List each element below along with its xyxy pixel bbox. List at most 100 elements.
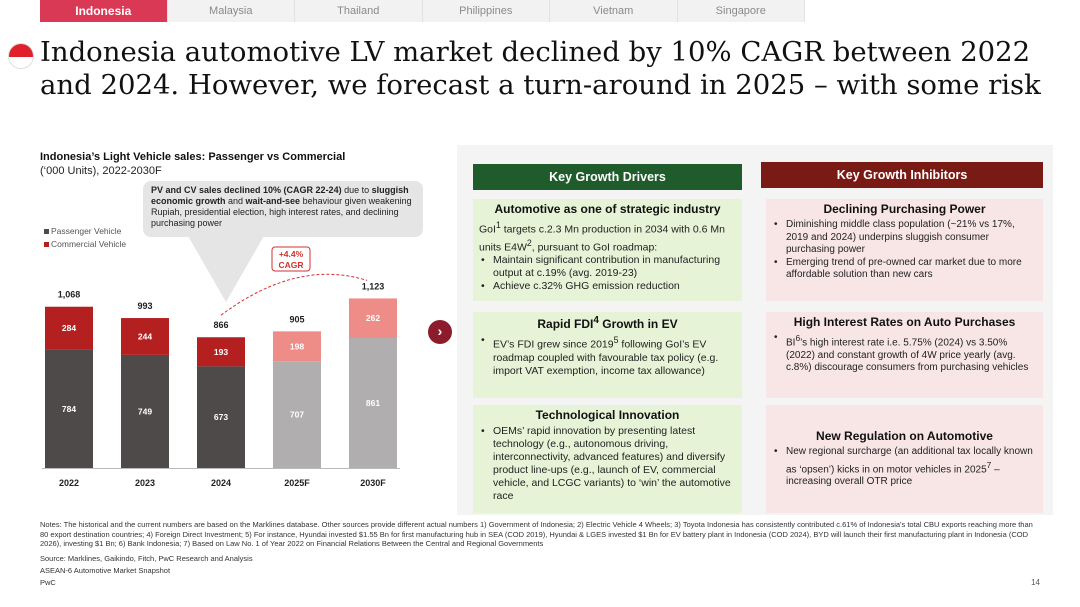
- fdi-bullet-sup: 5: [613, 335, 619, 345]
- country-tabs: Indonesia Malaysia Thailand Philippines …: [40, 0, 805, 22]
- legend-commercial-label: Commercial Vehicle: [51, 239, 127, 249]
- inhibitor-purchasing-bullet: Diminishing middle class population (~21…: [772, 219, 1037, 257]
- inhibitor-purchasing-title: Declining Purchasing Power: [823, 202, 986, 216]
- tick-label-2023: 2023: [135, 478, 155, 488]
- cagr-label: CAGR: [278, 260, 303, 270]
- label-passenger-2023: 749: [138, 406, 152, 416]
- strategic-sup-b: 2: [526, 237, 532, 248]
- indonesia-flag-icon: [8, 43, 34, 69]
- inhibitor-purchasing-box: Declining Purchasing Power Diminishing m…: [766, 199, 1043, 301]
- legend-commercial: Commercial Vehicle: [44, 238, 126, 251]
- label-passenger-2022: 784: [62, 404, 76, 414]
- legend-passenger-label: Passenger Vehicle: [51, 226, 122, 236]
- footnotes: Notes: The historical and the current nu…: [40, 520, 1033, 548]
- driver-strategic-bullet: Achieve c.32% GHG emission reduction: [479, 280, 736, 293]
- tab-philippines[interactable]: Philippines: [422, 0, 550, 22]
- tick-label-2024: 2024: [211, 478, 231, 488]
- driver-tech-box: Technological Innovation OEMs’ rapid inn…: [473, 405, 742, 513]
- callout-rest: behaviour given weakening Rupiah, presid…: [151, 196, 412, 228]
- driver-strategic-box: Automotive as one of strategic industry …: [473, 199, 742, 301]
- tick-label-2030F: 2030F: [360, 478, 386, 488]
- label-commercial-2023: 244: [138, 331, 152, 341]
- label-total-2025F: 905: [289, 314, 304, 324]
- label-commercial-2030F: 262: [366, 313, 380, 323]
- inhibitor-regulation-box: New Regulation on Automotive New regiona…: [766, 405, 1043, 513]
- regulation-bullet-b: – increasing overall OTR price: [786, 463, 1000, 488]
- inhibitor-rates-bullet: BI6’s high interest rate i.e. 5.75% (202…: [772, 332, 1037, 375]
- inhibitor-rates-box: High Interest Rates on Auto Purchases BI…: [766, 312, 1043, 398]
- inhibitors-header: Key Growth Inhibitors: [761, 162, 1043, 188]
- drivers-header: Key Growth Drivers: [473, 164, 742, 190]
- document-title: ASEAN-6 Automotive Market Snapshot: [40, 566, 171, 575]
- bar-passenger-2024: [197, 366, 245, 468]
- tab-indonesia[interactable]: Indonesia: [40, 0, 168, 22]
- driver-fdi-box: Rapid FDI4 Growth in EV EV’s FDI grew si…: [473, 312, 742, 398]
- fdi-title-a: Rapid FDI: [537, 317, 594, 331]
- fdi-bullet-b: following GoI’s EV roadmap coupled with …: [493, 338, 719, 377]
- bar-commercial-2022: [45, 306, 93, 350]
- inhibitor-regulation-title: New Regulation on Automotive: [816, 429, 993, 443]
- fdi-title-b: Growth in EV: [598, 317, 678, 331]
- label-total-2030F: 1,123: [362, 281, 385, 291]
- chart-legend: Passenger Vehicle Commercial Vehicle: [44, 225, 126, 251]
- chart-subtitle: (‘000 Units), 2022-2030F: [40, 165, 162, 177]
- strategic-text-c: , pursuant to GoI roadmap:: [531, 241, 658, 253]
- bar-passenger-2023: [121, 354, 169, 468]
- tick-label-2025F: 2025F: [284, 478, 310, 488]
- bar-passenger-2025F: [273, 361, 321, 468]
- callout-bold2: sluggish economic growth: [151, 185, 409, 206]
- chart-title: Indonesia’s Light Vehicle sales: Passeng…: [40, 151, 346, 163]
- inhibitor-regulation-bullet: New regional surcharge (an additional ta…: [772, 446, 1037, 489]
- page-number: 14: [1031, 578, 1040, 587]
- brand-label: PwC: [40, 578, 56, 587]
- driver-fdi-bullet: EV’s FDI grew since 20195 following GoI’…: [479, 334, 736, 378]
- callout-mid1: due to: [341, 185, 372, 195]
- tab-thailand[interactable]: Thailand: [295, 0, 423, 22]
- tab-malaysia[interactable]: Malaysia: [167, 0, 295, 22]
- rates-bullet-sup: 6: [795, 333, 801, 343]
- driver-tech-title: Technological Innovation: [535, 408, 680, 422]
- strategic-text-b: targets c.2.3 Mn production in 2034 with…: [479, 223, 725, 254]
- bar-passenger-2022: [45, 349, 93, 468]
- callout-lead: PV and CV sales declined 10% (CAGR 22-24…: [151, 185, 342, 195]
- bar-commercial-2025F: [273, 331, 321, 362]
- fdi-title-sup: 4: [593, 315, 599, 326]
- callout-tail: [188, 236, 264, 302]
- cagr-value: +4.4%: [279, 249, 304, 259]
- label-commercial-2022: 284: [62, 323, 76, 333]
- label-total-2024: 866: [213, 320, 228, 330]
- lv-sales-chart: 784 284 1,068 2022 749 244 993 2023 673 193 866 202…: [42, 236, 400, 488]
- driver-strategic-text: GoI1 targets c.2.3 Mn production in 2034…: [479, 219, 736, 254]
- label-passenger-2030F: 861: [366, 398, 380, 408]
- driver-tech-bullet: OEMs’ rapid innovation by presenting lat…: [479, 425, 736, 503]
- driver-strategic-bullet: Maintain significant contribution in man…: [479, 254, 736, 280]
- label-total-2023: 993: [137, 301, 152, 311]
- callout-bold3: wait-and-see: [245, 196, 301, 206]
- inhibitor-rates-title: High Interest Rates on Auto Purchases: [793, 315, 1016, 329]
- label-passenger-2025F: 707: [290, 410, 304, 420]
- label-total-2022: 1,068: [58, 290, 81, 300]
- label-passenger-2024: 673: [214, 412, 228, 422]
- legend-passenger: Passenger Vehicle: [44, 225, 126, 238]
- cagr-badge: [271, 246, 311, 272]
- rates-bullet-b: ’s high interest rate i.e. 5.75% (2024) …: [786, 337, 1029, 374]
- label-commercial-2025F: 198: [290, 341, 304, 351]
- driver-strategic-title: Automotive as one of strategic industry: [494, 202, 721, 216]
- bar-commercial-2023: [121, 318, 169, 355]
- bar-passenger-2030F: [349, 337, 397, 468]
- tab-vietnam[interactable]: Vietnam: [550, 0, 678, 22]
- tick-label-2022: 2022: [59, 478, 79, 488]
- regulation-bullet-a: New regional surcharge (an additional ta…: [786, 446, 1033, 475]
- driver-fdi-title: Rapid FDI4 Growth in EV: [479, 315, 736, 331]
- label-commercial-2024: 193: [214, 347, 228, 357]
- strategic-sup-a: 1: [495, 220, 501, 230]
- bar-commercial-2030F: [349, 298, 397, 338]
- chevron-right-icon: ›: [428, 320, 452, 344]
- callout-mid2: and: [225, 196, 246, 206]
- regulation-bullet-sup: 7: [986, 459, 992, 470]
- tab-singapore[interactable]: Singapore: [677, 0, 805, 22]
- chart-callout: PV and CV sales declined 10% (CAGR 22-24…: [143, 181, 423, 237]
- inhibitor-purchasing-bullet: Emerging trend of pre-owned car market d…: [772, 257, 1037, 282]
- strategic-goi: GoI: [479, 223, 496, 236]
- source-line: Source: Marklines, Gaikindo, Fitch, PwC …: [40, 554, 253, 563]
